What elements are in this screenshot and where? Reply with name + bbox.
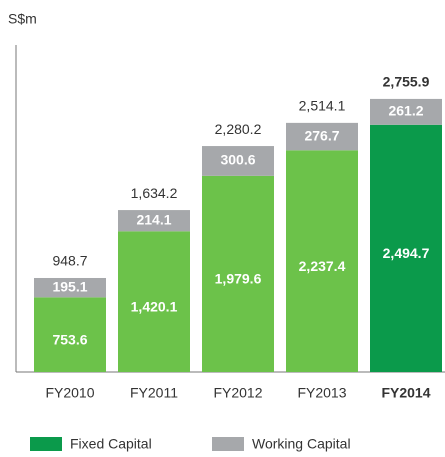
total-label: 2,514.1 [299,98,346,114]
x-tick-label: FY2011 [130,385,178,401]
value-label: 261.2 [388,103,423,119]
value-label: 214.1 [136,211,171,227]
bar-segment [286,122,358,151]
legend-swatch [30,437,62,451]
bar-segment [118,231,190,372]
bar-segment [370,124,442,372]
value-label: 753.6 [52,331,87,347]
x-tick-label: FY2014 [381,385,430,401]
value-label: 2,494.7 [383,245,430,261]
bar-segment [370,98,442,125]
legend-label: Fixed Capital [70,436,152,452]
legend-swatch [212,437,244,451]
x-tick-label: FY2012 [213,385,262,401]
total-label: 2,755.9 [383,74,430,90]
value-label: 1,979.6 [215,271,262,287]
total-label: 948.7 [52,253,87,269]
bar-segment [34,297,106,372]
x-tick-label: FY2010 [45,385,94,401]
legend-label: Working Capital [252,436,351,452]
bar-segment [286,150,358,372]
value-label: 2,237.4 [299,258,346,274]
bar-segment [34,277,106,298]
value-label: 300.6 [220,152,255,168]
bar-segment [118,210,190,232]
value-label: 1,420.1 [131,298,178,314]
y-axis-label: S$m [8,11,37,27]
value-label: 276.7 [304,127,339,143]
total-label: 1,634.2 [131,185,178,201]
bar-segment [202,175,274,372]
bar-segment [202,146,274,176]
total-label: 2,280.2 [215,121,262,137]
x-tick-label: FY2013 [297,385,346,401]
value-label: 195.1 [52,278,87,294]
